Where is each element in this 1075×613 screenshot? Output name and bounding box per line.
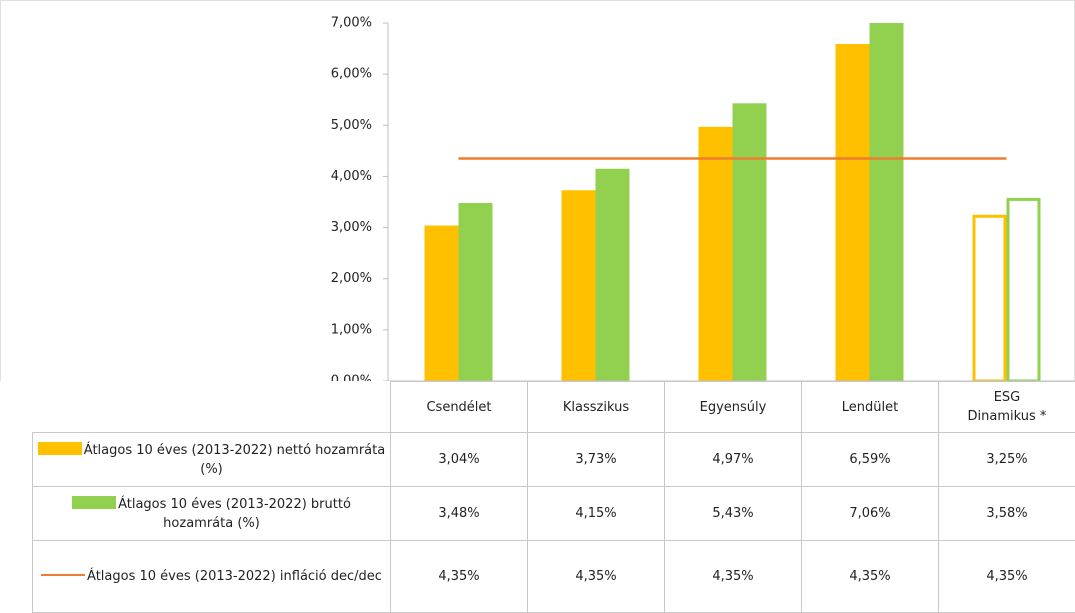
value-label: 4,35% xyxy=(665,541,802,613)
series-row: Átlagos 10 éves (2013-2022) infláció dec… xyxy=(33,541,1075,613)
series-row: Átlagos 10 éves (2013-2022) bruttó hozam… xyxy=(33,487,1075,541)
y-tick-label: 2,00% xyxy=(331,271,372,286)
plot-area xyxy=(425,20,1040,381)
category-cell: ESG Dinamikus * xyxy=(939,382,1075,433)
value-label: 3,04% xyxy=(391,433,528,487)
chart-border xyxy=(1,1,1075,382)
y-tick-label: 6,00% xyxy=(331,67,372,82)
legend-entry: Átlagos 10 éves (2013-2022) bruttó hozam… xyxy=(33,487,391,541)
x-tick-label: ESG Dinamikus * xyxy=(962,388,1052,426)
value-label: 4,97% xyxy=(665,433,802,487)
bar xyxy=(1008,199,1039,381)
value-label: 3,58% xyxy=(939,487,1075,541)
y-tick-label: 1,00% xyxy=(331,322,372,337)
blank-cell xyxy=(33,382,391,433)
bar xyxy=(699,127,733,381)
value-label: 3,48% xyxy=(391,487,528,541)
bar xyxy=(562,190,596,381)
chart: 0,00% 1,00% 2,00% 3,00% 4,00% 5,00% 6,00% 7,00% xyxy=(0,0,1075,381)
value-label: 7,06% xyxy=(802,487,939,541)
legend-swatch xyxy=(38,442,82,455)
category-cell: Csendélet xyxy=(391,382,528,433)
x-tick-label: Klasszikus xyxy=(563,398,629,417)
value-label: 4,35% xyxy=(528,541,665,613)
y-tick-label: 5,00% xyxy=(331,118,372,133)
legend-entry: Átlagos 10 éves (2013-2022) nettó hozamr… xyxy=(33,433,391,487)
value-label: 3,25% xyxy=(939,433,1075,487)
bar xyxy=(596,169,630,381)
header-row: Csendélet Klasszikus Egyensúly Lendület ESG … xyxy=(33,382,1075,433)
value-label: 4,35% xyxy=(939,541,1075,613)
data-table: Csendélet Klasszikus Egyensúly Lendület ESG … xyxy=(32,381,1075,613)
category-cell: Lendület xyxy=(802,382,939,433)
y-tick-label: 4,00% xyxy=(331,169,372,184)
bar xyxy=(836,44,870,381)
category-cell: Egyensúly xyxy=(665,382,802,433)
value-label: 3,73% xyxy=(528,433,665,487)
y-tick-label: 7,00% xyxy=(331,16,372,31)
bar xyxy=(974,216,1005,381)
bar xyxy=(425,226,459,381)
value-label: 4,35% xyxy=(802,541,939,613)
x-tick-label: Egyensúly xyxy=(700,398,767,417)
legend-label: Átlagos 10 éves (2013-2022) nettó hozamr… xyxy=(84,443,385,477)
legend-label: Átlagos 10 éves (2013-2022) infláció dec… xyxy=(87,569,382,584)
value-label: 6,59% xyxy=(802,433,939,487)
value-label: 4,35% xyxy=(391,541,528,613)
x-tick-label: Csendélet xyxy=(426,398,491,417)
legend-entry: Átlagos 10 éves (2013-2022) infláció dec… xyxy=(33,541,391,613)
bar xyxy=(870,20,904,381)
legend-swatch xyxy=(41,574,85,576)
value-label: 4,15% xyxy=(528,487,665,541)
x-tick-label: Lendület xyxy=(842,398,898,417)
bar xyxy=(459,203,493,381)
category-cell: Klasszikus xyxy=(528,382,665,433)
legend-swatch xyxy=(72,496,116,509)
series-row: Átlagos 10 éves (2013-2022) nettó hozamr… xyxy=(33,433,1075,487)
y-tick-label: 0,00% xyxy=(331,374,372,382)
bar xyxy=(733,103,767,381)
y-tick-label: 3,00% xyxy=(331,220,372,235)
legend-label: Átlagos 10 éves (2013-2022) bruttó hozam… xyxy=(118,497,351,531)
value-label: 5,43% xyxy=(665,487,802,541)
